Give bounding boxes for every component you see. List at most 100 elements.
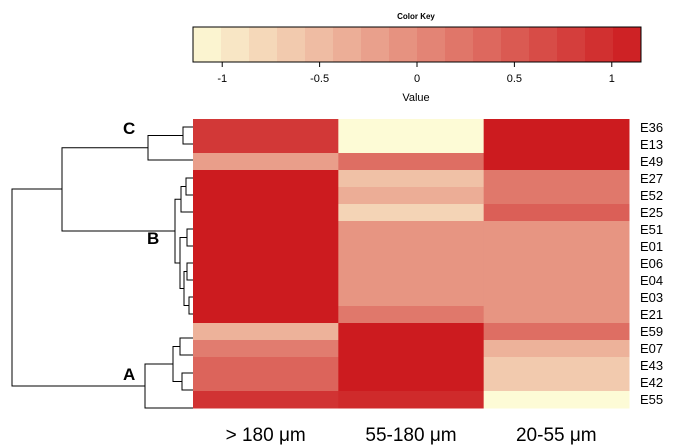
color-key-bin [417, 27, 446, 62]
heatmap-cell [483, 289, 630, 307]
row-label: E03 [640, 290, 663, 305]
heatmap-cell [338, 272, 485, 290]
dendro-link-e43-e42 [181, 372, 193, 391]
heatmap-cell [483, 323, 630, 341]
cluster-label-a: A [123, 365, 135, 384]
row-label: E49 [640, 154, 663, 169]
heatmap-cell [338, 153, 485, 171]
heatmap-cell [483, 255, 630, 273]
heatmap-cell [338, 357, 485, 375]
row-label: E36 [640, 120, 663, 135]
heatmap-cell [483, 340, 630, 358]
heatmap-cell [193, 357, 339, 375]
row-label: E21 [640, 307, 663, 322]
color-key-bin [529, 27, 558, 62]
color-key-bin [361, 27, 390, 62]
cluster-label-c: C [123, 119, 135, 138]
dendro-link-e59-e43 [172, 346, 182, 382]
heatmap-cell [483, 119, 630, 137]
heatmap-cell [193, 238, 339, 256]
row-label: E13 [640, 137, 663, 152]
heatmap-cells [193, 119, 630, 409]
heatmap-cell [193, 323, 339, 341]
heatmap-cell [193, 119, 339, 137]
heatmap-cell [193, 374, 339, 392]
heatmap-cell [193, 391, 339, 409]
heatmap-cell [338, 323, 485, 341]
cluster-label-b: B [147, 229, 159, 248]
row-label: E25 [640, 205, 663, 220]
heatmap-cell [483, 204, 630, 222]
heatmap-cell [483, 374, 630, 392]
color-key-bin [473, 27, 502, 62]
row-label: E27 [640, 171, 663, 186]
heatmap-cell [338, 374, 485, 392]
heatmap-cell [193, 289, 339, 307]
heatmap-cell [483, 170, 630, 188]
color-key-value-label: Value [402, 92, 429, 104]
heatmap-cell [483, 187, 630, 205]
heatmap-cell [483, 221, 630, 239]
heatmap-cell [338, 289, 485, 307]
heatmap-cell [338, 255, 485, 273]
dendro-link-e27-e52 [185, 177, 193, 196]
heatmap-cell [193, 170, 339, 188]
color-key-bin [585, 27, 614, 62]
column-label: 20-55 μm [516, 425, 597, 446]
heatmap-cell [338, 136, 485, 154]
row-label: E55 [640, 392, 663, 407]
heatmap-cell [193, 153, 339, 171]
color-key-bin [305, 27, 334, 62]
color-key-bin [389, 27, 418, 62]
color-key-gradient [193, 27, 642, 62]
heatmap-cell [338, 170, 485, 188]
color-key-tick-label: 0.5 [507, 73, 522, 85]
heatmap-cell [193, 272, 339, 290]
column-label: > 180 μm [226, 425, 306, 446]
color-key-bin [613, 27, 642, 62]
heatmap-cell [483, 306, 630, 324]
heatmap-cell [338, 391, 485, 409]
heatmap-cell [338, 119, 485, 137]
heatmap-cell [338, 306, 485, 324]
row-label: E04 [640, 273, 663, 288]
heatmap-cell [193, 306, 339, 324]
color-key-bin [557, 27, 586, 62]
row-label: E42 [640, 375, 663, 390]
row-label: E52 [640, 188, 663, 203]
dendro-link-e25 [180, 186, 193, 213]
dendro-link-e06-e04 [186, 262, 193, 281]
row-label: E43 [640, 358, 663, 373]
dendro-link-e59-e07 [179, 337, 193, 356]
row-label: E01 [640, 239, 663, 254]
dendro-link-a [144, 363, 193, 409]
color-key-title: Color Key [397, 12, 435, 21]
dendro-link-e36-e13 [182, 126, 193, 145]
color-key-axis: -1 -0.5 0 0.5 1 [217, 62, 615, 85]
heatmap-cell [483, 272, 630, 290]
row-label: E06 [640, 256, 663, 271]
heatmap-cell [193, 340, 339, 358]
color-key-tick-label: -1 [217, 73, 227, 85]
color-key-bin [333, 27, 362, 62]
color-key-bin [501, 27, 530, 62]
row-label: E59 [640, 324, 663, 339]
color-key-tick-label: 1 [609, 73, 615, 85]
heatmap-cell [193, 136, 339, 154]
color-key-tick-label: 0 [414, 73, 420, 85]
heatmap-cell [338, 187, 485, 205]
row-label: E51 [640, 222, 663, 237]
color-key-bin [277, 27, 306, 62]
heatmap-cell [338, 221, 485, 239]
heatmap-cell [338, 340, 485, 358]
column-label: 55-180 μm [365, 425, 456, 446]
heatmap-cell [483, 391, 630, 409]
dendro-link-c [147, 135, 193, 161]
color-key-tick-label: -0.5 [310, 73, 329, 85]
heatmap-cell [483, 238, 630, 256]
color-key-bin [249, 27, 278, 62]
heatmap-cell [338, 238, 485, 256]
heatmap-cell [193, 204, 339, 222]
row-label: E07 [640, 341, 663, 356]
